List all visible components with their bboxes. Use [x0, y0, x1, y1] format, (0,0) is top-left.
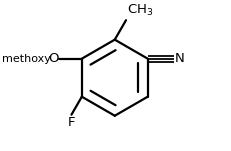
- Text: F: F: [67, 116, 75, 129]
- Text: O: O: [48, 52, 58, 65]
- Text: methoxy: methoxy: [2, 54, 51, 64]
- Text: CH$_3$: CH$_3$: [126, 3, 153, 18]
- Text: N: N: [174, 52, 184, 65]
